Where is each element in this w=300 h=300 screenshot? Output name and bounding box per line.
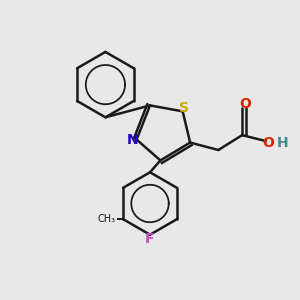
Text: H: H (277, 136, 288, 151)
Text: O: O (239, 97, 251, 111)
Text: S: S (179, 101, 189, 116)
Text: CH₃: CH₃ (98, 214, 116, 224)
Text: N: N (126, 133, 138, 147)
Text: F: F (145, 232, 155, 246)
Text: O: O (262, 136, 274, 151)
